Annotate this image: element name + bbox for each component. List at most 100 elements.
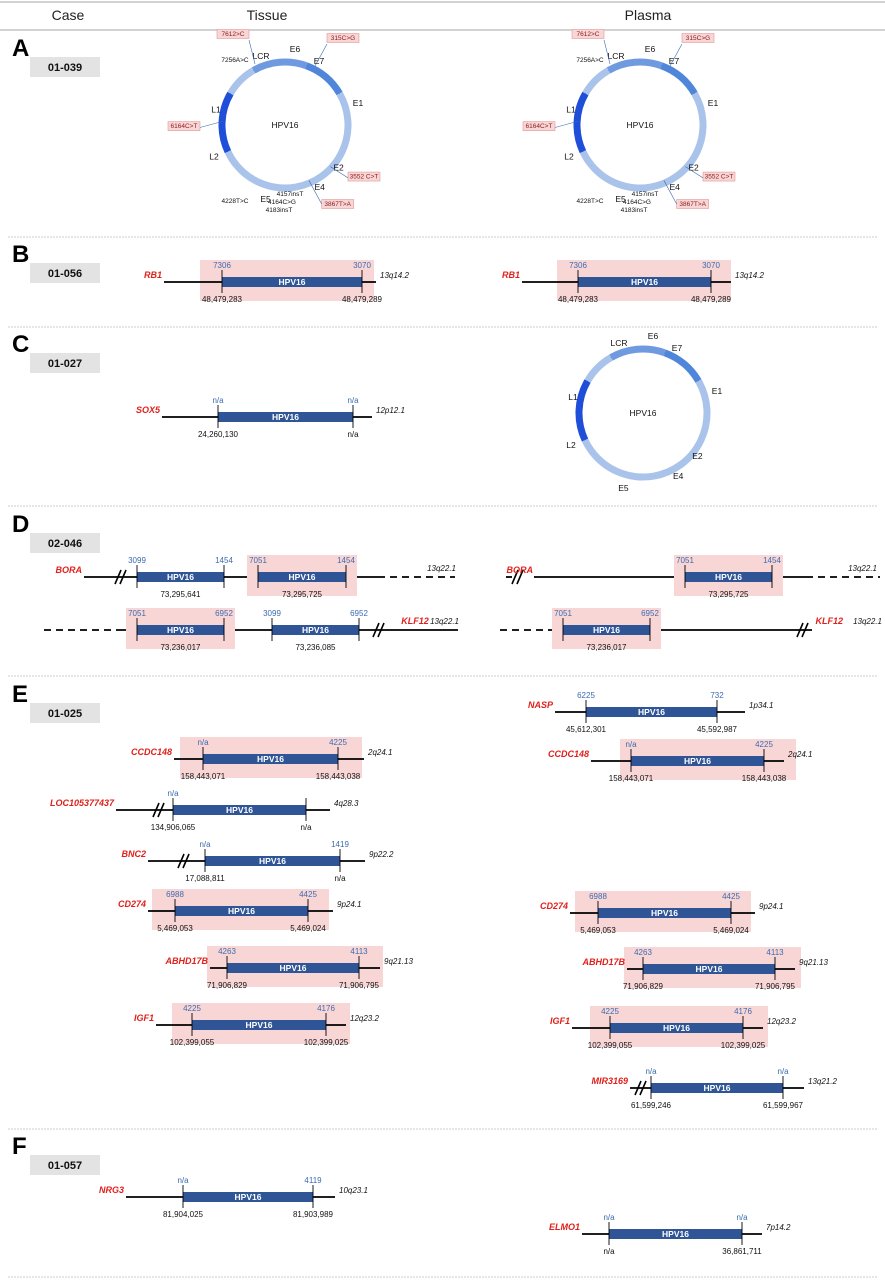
genome-coordinate-right: 71,906,795 [339,981,380,990]
hpv16-label: HPV16 [704,1083,731,1093]
hpv-position-right: 4176 [317,1004,335,1013]
hpv-position-right: 4176 [734,1007,752,1016]
gene-label: CCDC148 [131,747,172,757]
hpv16-bar [222,277,362,287]
genome-coordinate-left: 158,443,071 [181,772,226,781]
band-label: 13q22.1 [853,617,882,626]
case-id: 01-027 [48,358,82,370]
hpv16-label: HPV16 [715,572,742,582]
hpv16-label: HPV16 [662,1229,689,1239]
hpv16-label: HPV16 [235,1192,262,1202]
band-label: 4q28.3 [334,799,359,808]
hpv16-bar [227,963,359,973]
genome-coordinate: 73,236,085 [295,643,336,652]
genome-gene-label: E1 [708,98,719,108]
band-label: 9q21.13 [384,957,413,966]
hpv-position-right: 1454 [215,556,233,565]
break-mark [177,853,185,869]
band-label: 2q24.1 [367,748,392,757]
gene-label: MIR3169 [591,1076,628,1086]
leader-line [314,43,328,67]
genome-coordinate-right: 36,861,711 [722,1247,762,1256]
mutation-box [167,121,201,131]
leader-line [663,180,677,205]
gene-label: CD274 [540,901,568,911]
genome-coordinate-left: 71,906,829 [207,981,248,990]
mutation-label: 7612>C [222,31,245,38]
hpv16-label: HPV16 [226,805,253,815]
leader-line [685,166,704,179]
genome-gene-label: LCR [610,338,627,348]
mutation-label: 6164C>T [171,123,198,130]
hpv-position-left: 7306 [569,261,587,270]
genome-center-label: HPV16 [272,120,299,130]
section-letter: D [12,511,29,538]
region-l2-l1 [573,91,589,154]
genome-coordinate: 73,295,725 [708,590,749,599]
break-mark [796,622,804,638]
hpv-position-right: 3070 [353,261,371,270]
genome-gene-label: E2 [688,162,699,172]
band-label: 2q24.1 [787,750,812,759]
hpv16-label: HPV16 [228,906,255,916]
genome-coordinate-left: 17,088,811 [185,874,225,883]
hpv16-bar [192,1020,326,1030]
band-label: 9q21.13 [799,958,828,967]
hpv16-label: HPV16 [631,277,658,287]
genome-gene-label: E4 [673,471,684,481]
region-e4-e5 [591,451,655,481]
hpv16-label: HPV16 [279,277,306,287]
genome-coordinate: 73,295,641 [160,590,201,599]
break-mark [157,802,165,818]
gene-label: NRG3 [99,1185,124,1195]
region-e4-e5 [589,163,652,192]
hpv16-label: HPV16 [696,964,723,974]
hpv16-bar [175,906,308,916]
region-l2-l1 [218,91,234,154]
hpv16-label: HPV16 [289,572,316,582]
case-id: 02-046 [48,538,82,550]
genome-gene-label: E6 [290,44,301,54]
mutation-box [522,121,556,131]
band-label: 9p24.1 [759,902,783,911]
genome-gene-label: E2 [692,451,703,461]
hpv-position-right: 1419 [331,840,349,849]
genome-coordinate: 73,295,725 [282,590,323,599]
hpv-position-left: n/a [212,396,224,405]
hpv-position-left: n/a [167,789,179,798]
genome-coordinate-right: 158,443,038 [316,772,361,781]
genome-coordinate-right: 5,469,024 [290,924,326,933]
break-mark [182,853,190,869]
mutation-box [681,33,715,43]
hpv16-bar [173,805,306,815]
hpv16-bar [137,625,224,635]
gene-label: BORA [56,565,83,575]
section-letter: F [12,1133,27,1160]
genome-gene-label: E1 [353,98,364,108]
region-lcr-pre [582,67,611,96]
genome-gene-label: L2 [209,152,219,162]
hpv16-label: HPV16 [272,412,299,422]
band-label: 13q14.2 [735,271,764,280]
break-mark [511,569,519,585]
hpv-position-right: 4113 [766,948,784,957]
genome-gene-label: E6 [648,331,659,341]
mutation-label: 3867T>A [324,201,351,208]
variant-label: 7256A>C [221,57,249,64]
band-label: 9p24.1 [337,900,361,909]
region-l2-start [581,438,597,457]
genome-coordinate-right: n/a [347,430,359,439]
hpv16-label: HPV16 [259,856,286,866]
hpv-position-left: 4263 [218,947,236,956]
leader-line [199,120,225,128]
variant-label: 4228T>C [577,198,604,205]
hpv-position-left: 6225 [577,691,595,700]
genome-coordinate-right: 48,479,289 [691,295,732,304]
hpv-position-right: n/a [777,1067,789,1076]
hpv-position-right: 4425 [722,892,740,901]
hpv16-label: HPV16 [167,572,194,582]
genome-coordinate-right: n/a [300,823,312,832]
break-mark [516,569,524,585]
genome-center-label: HPV16 [627,120,654,130]
hpv16-bar [610,1023,743,1033]
